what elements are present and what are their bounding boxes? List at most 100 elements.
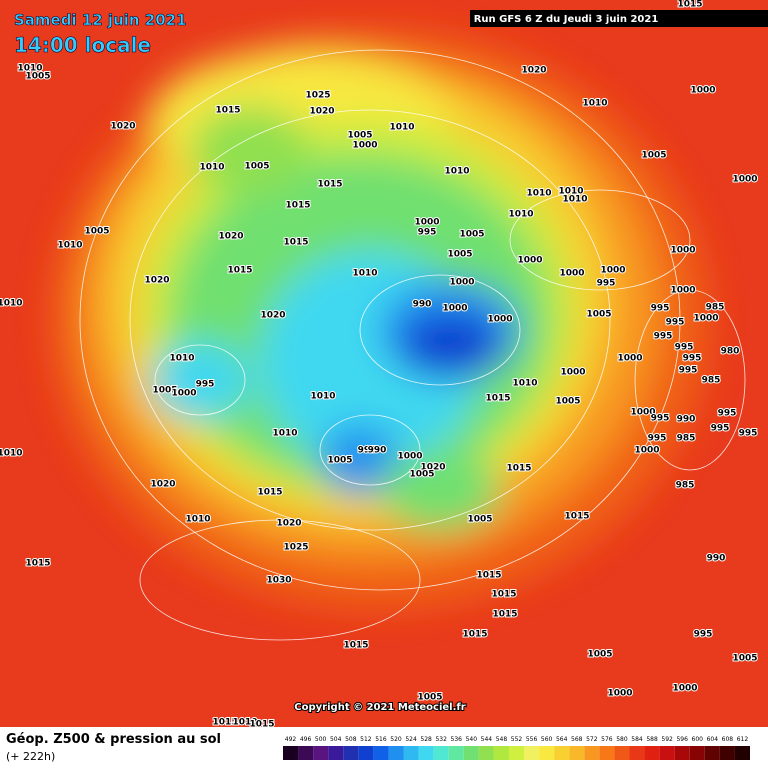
isobar-label: 1000 <box>397 452 422 462</box>
isobar-label: 1010 <box>17 64 42 74</box>
legend-label: 588 <box>646 736 658 743</box>
isobar-label: 1000 <box>517 256 542 266</box>
isobar-label: 1000 <box>171 389 196 399</box>
legend-label: 548 <box>496 736 508 743</box>
isobar-label: 1030 <box>266 576 291 586</box>
isobar-label: 1005 <box>586 310 611 320</box>
legend-swatch <box>418 746 434 760</box>
run-banner <box>470 10 768 27</box>
legend-label: 532 <box>435 736 447 743</box>
legend-swatch <box>704 746 720 760</box>
legend-label: 496 <box>300 736 312 743</box>
legend-label: 552 <box>511 736 523 743</box>
isobar-label: 1020 <box>110 122 135 132</box>
legend-label: 576 <box>601 736 613 743</box>
isobar-label: 995 <box>683 354 702 364</box>
isobar-label: 1005 <box>587 650 612 660</box>
isobar-label: 1005 <box>732 654 757 664</box>
isobar-label: 1005 <box>641 151 666 161</box>
legend-label: 580 <box>616 736 628 743</box>
isobar-label: 995 <box>666 318 685 328</box>
legend-label: 600 <box>692 736 704 743</box>
isobar-label: 990 <box>707 554 726 564</box>
isobar-label: 995 <box>675 343 694 353</box>
isobar-label: 1015 <box>343 641 368 651</box>
isobar-label: 990 <box>413 300 432 310</box>
pressure-labels: 1010100510201015102510201005100010101020… <box>0 0 759 731</box>
color-legend: 492 496 500 504 508 512 516 520 524 528 532 536 540 5… <box>283 736 750 760</box>
legend-label: 536 <box>451 736 463 743</box>
legend-label: 612 <box>737 736 749 743</box>
isobar-label: 995 <box>739 429 758 439</box>
isobar-label: 1010 <box>310 392 335 402</box>
legend-label: 500 <box>315 736 327 743</box>
isobar-label: 1010 <box>199 163 224 173</box>
legend-label: 556 <box>526 736 538 743</box>
isobar-label: 995 <box>358 446 377 456</box>
legend-swatch <box>674 746 690 760</box>
isobar-label: 1010 <box>444 167 469 177</box>
legend-label: 596 <box>676 736 688 743</box>
isobar-label: 1015 <box>485 394 510 404</box>
isobar-label: 1005 <box>152 386 177 396</box>
legend-swatch <box>313 746 329 760</box>
isobar-label: 1000 <box>693 314 718 324</box>
isobar-label: 1015 <box>677 0 702 10</box>
legend-label: 604 <box>707 736 719 743</box>
legend-label: 560 <box>541 736 553 743</box>
isobar-label: 1000 <box>732 175 757 185</box>
legend-swatch <box>298 746 314 760</box>
legend-swatch <box>403 746 419 760</box>
isobar-label: 1000 <box>560 368 585 378</box>
legend-swatch <box>493 746 509 760</box>
legend-label: 584 <box>631 736 643 743</box>
legend-label: 524 <box>405 736 417 743</box>
isobar-label: 1025 <box>283 543 308 553</box>
legend-label: 508 <box>345 736 357 743</box>
isobar-label: 1015 <box>506 464 531 474</box>
isobar-label: 995 <box>196 380 215 390</box>
isobar-label: 1015 <box>492 610 517 620</box>
isobar-label: 995 <box>648 434 667 444</box>
legend-swatch <box>689 746 705 760</box>
isobar-label: 1020 <box>309 107 334 117</box>
legend-label: 504 <box>330 736 342 743</box>
isobar-label: 1010 <box>185 515 210 525</box>
isobar-label: 1000 <box>487 315 512 325</box>
legend-swatch <box>659 746 675 760</box>
isobar-label: 990 <box>677 415 696 425</box>
isobar-label: 1025 <box>305 91 330 101</box>
isobar-label: 1015 <box>285 201 310 211</box>
isobar-label: 1020 <box>144 276 169 286</box>
isobar-label: 1015 <box>215 106 240 116</box>
isobar-label: 995 <box>418 228 437 238</box>
isobar-label: 1000 <box>449 278 474 288</box>
isobar-label: 995 <box>651 414 670 424</box>
isobar-label: 1010 <box>232 718 257 728</box>
legend-swatch <box>644 746 660 760</box>
isobar-label: 1005 <box>347 131 372 141</box>
isobar-label: 1015 <box>257 488 282 498</box>
isobar-label: 1010 <box>0 299 23 309</box>
isobar-label: 995 <box>718 409 737 419</box>
isobar-label: 1015 <box>476 571 501 581</box>
isobar-label: 1020 <box>521 66 546 76</box>
isobar-label: 995 <box>654 332 673 342</box>
isobar-label: 1015 <box>25 559 50 569</box>
isobar-label: 1000 <box>690 86 715 96</box>
legend-swatch <box>283 746 299 760</box>
legend-label: 592 <box>661 736 673 743</box>
legend-swatch <box>554 746 570 760</box>
isobar-label: 1020 <box>420 463 445 473</box>
legend-swatch <box>328 746 344 760</box>
isobar-label: 1000 <box>352 141 377 151</box>
isobar-label: 985 <box>702 376 721 386</box>
legend-label: 528 <box>420 736 432 743</box>
isobar-label: 1005 <box>84 227 109 237</box>
isobar-label: 1000 <box>607 689 632 699</box>
isobar-label: 1020 <box>276 519 301 529</box>
isobar-label: 1000 <box>672 684 697 694</box>
legend-swatch <box>463 746 479 760</box>
isobar-label: 1020 <box>260 311 285 321</box>
isobar-label: 1015 <box>491 590 516 600</box>
